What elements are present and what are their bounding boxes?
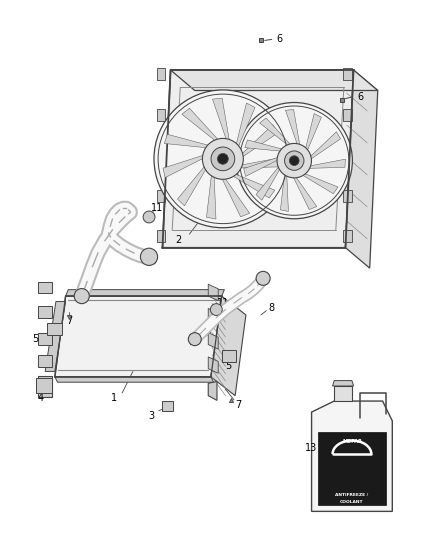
Polygon shape (157, 190, 165, 202)
Polygon shape (238, 125, 278, 160)
Polygon shape (157, 230, 165, 243)
Text: 5: 5 (32, 334, 38, 344)
Polygon shape (343, 230, 353, 243)
Polygon shape (208, 284, 218, 301)
Polygon shape (177, 162, 209, 206)
Polygon shape (286, 109, 300, 149)
Polygon shape (66, 289, 224, 296)
Polygon shape (304, 114, 321, 155)
Text: COOLANT: COOLANT (340, 500, 364, 504)
Circle shape (290, 156, 299, 165)
Text: 7: 7 (66, 317, 73, 326)
Polygon shape (55, 377, 214, 382)
Polygon shape (157, 68, 165, 80)
Circle shape (285, 151, 304, 171)
Text: 11: 11 (151, 204, 163, 213)
Circle shape (256, 271, 270, 285)
Polygon shape (256, 163, 282, 200)
Polygon shape (206, 169, 216, 219)
Polygon shape (38, 306, 52, 318)
Polygon shape (182, 108, 222, 144)
Circle shape (154, 90, 292, 228)
Text: 4: 4 (37, 393, 43, 403)
Polygon shape (245, 140, 286, 151)
Polygon shape (343, 109, 353, 121)
Polygon shape (304, 159, 346, 168)
Polygon shape (47, 323, 62, 335)
Polygon shape (212, 98, 230, 146)
Polygon shape (211, 296, 246, 395)
Polygon shape (280, 169, 289, 212)
Polygon shape (228, 172, 275, 198)
Circle shape (141, 248, 158, 265)
Polygon shape (235, 103, 255, 152)
Polygon shape (334, 386, 352, 401)
Polygon shape (55, 296, 222, 377)
Polygon shape (244, 156, 282, 176)
Text: MOPAR: MOPAR (342, 439, 362, 444)
Polygon shape (45, 302, 66, 372)
Polygon shape (38, 376, 52, 397)
Polygon shape (307, 132, 340, 161)
Circle shape (74, 288, 89, 304)
Polygon shape (157, 109, 165, 121)
Polygon shape (38, 356, 52, 367)
Text: 2: 2 (176, 235, 182, 245)
Circle shape (211, 147, 235, 171)
Polygon shape (299, 172, 338, 193)
Polygon shape (36, 378, 52, 393)
Text: 3: 3 (148, 411, 155, 421)
Text: 6: 6 (276, 34, 283, 44)
Circle shape (210, 304, 222, 316)
Circle shape (236, 102, 352, 219)
Text: 7: 7 (235, 400, 241, 410)
Polygon shape (38, 333, 52, 344)
Polygon shape (208, 333, 218, 349)
Text: 9: 9 (150, 256, 156, 266)
Text: 11: 11 (217, 298, 230, 308)
Polygon shape (208, 357, 218, 373)
Polygon shape (332, 381, 353, 386)
Text: 10: 10 (189, 337, 201, 347)
Polygon shape (346, 70, 378, 268)
Polygon shape (260, 118, 293, 148)
Polygon shape (343, 68, 353, 80)
Polygon shape (208, 309, 218, 325)
Polygon shape (170, 70, 378, 91)
Circle shape (188, 333, 201, 345)
Polygon shape (208, 382, 217, 400)
Polygon shape (164, 134, 214, 148)
Polygon shape (235, 157, 283, 168)
Text: 6: 6 (357, 92, 363, 102)
Polygon shape (163, 154, 209, 177)
Polygon shape (291, 173, 317, 209)
Text: 1: 1 (111, 393, 117, 403)
Circle shape (202, 139, 244, 179)
Circle shape (218, 154, 228, 164)
Polygon shape (311, 401, 392, 511)
Circle shape (277, 143, 311, 178)
Polygon shape (162, 70, 353, 248)
Text: 13: 13 (305, 443, 318, 454)
Circle shape (143, 211, 155, 223)
Text: 5: 5 (226, 361, 232, 371)
Polygon shape (343, 190, 353, 202)
Polygon shape (38, 281, 52, 293)
Polygon shape (219, 174, 250, 217)
Polygon shape (318, 432, 386, 505)
Polygon shape (162, 401, 173, 411)
Text: 8: 8 (268, 303, 275, 313)
Text: ANTIFREEZE /: ANTIFREEZE / (336, 494, 368, 497)
Polygon shape (222, 350, 236, 362)
